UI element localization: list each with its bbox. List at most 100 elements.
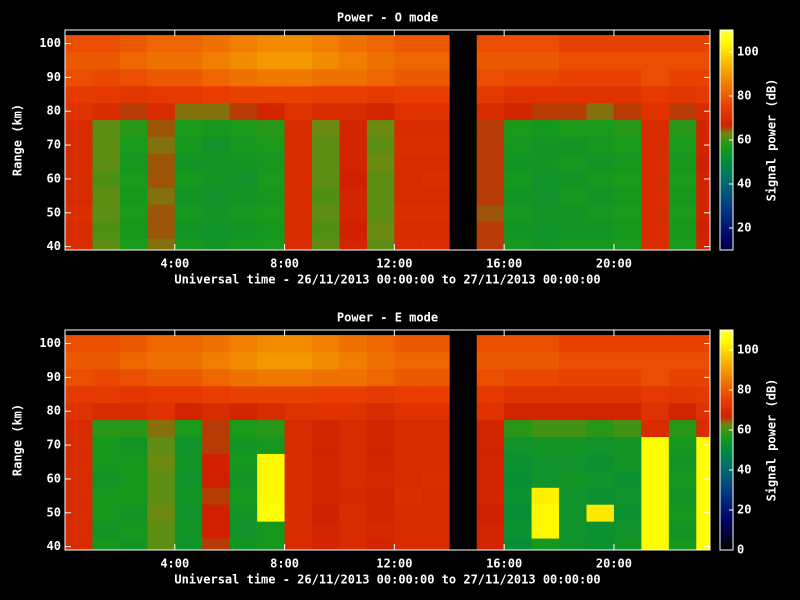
cell	[641, 436, 670, 454]
cell	[284, 352, 313, 370]
cell	[394, 521, 423, 539]
cell	[119, 85, 148, 104]
cell	[531, 521, 560, 539]
x-tick-label: 4:00	[160, 257, 189, 271]
cell	[476, 170, 505, 188]
cell	[559, 119, 587, 138]
colorbar-slice	[720, 198, 733, 201]
colorbar-slice	[720, 218, 733, 221]
colorbar-frame	[719, 329, 734, 551]
cell	[668, 102, 697, 121]
cell	[65, 385, 93, 404]
cell	[229, 68, 258, 87]
colorbar-slice	[720, 536, 733, 539]
cell	[229, 52, 258, 70]
cell	[394, 170, 423, 188]
cell	[202, 221, 231, 239]
cell	[366, 385, 395, 404]
cell	[613, 521, 642, 539]
cell	[559, 52, 587, 70]
cell	[174, 470, 203, 488]
cell	[147, 85, 176, 104]
cell	[613, 85, 642, 104]
cell	[257, 504, 285, 522]
cell	[504, 136, 532, 154]
cell	[504, 470, 532, 488]
cell	[147, 204, 176, 222]
colorbar-tick-label: 40	[737, 177, 751, 191]
cell	[668, 436, 697, 454]
colorbar-slice	[720, 66, 733, 69]
cell	[559, 136, 587, 154]
cell	[339, 136, 368, 154]
cell	[476, 35, 505, 53]
cell	[312, 470, 340, 488]
cell	[394, 538, 423, 550]
cell	[504, 85, 532, 104]
cell	[421, 368, 450, 387]
cell	[559, 385, 587, 404]
cell	[312, 419, 340, 438]
y-tick-label: 40	[47, 539, 61, 553]
cell	[613, 238, 642, 250]
colorbar-slice	[720, 496, 733, 499]
cell	[476, 102, 505, 121]
colorbar-slice	[720, 434, 733, 437]
colorbar-slice	[720, 332, 733, 335]
colorbar-slice	[720, 344, 733, 347]
cell	[202, 85, 231, 104]
cell	[421, 504, 450, 522]
cell	[641, 187, 670, 205]
colorbar-slice	[720, 130, 733, 133]
cell	[229, 35, 258, 53]
colorbar-slice	[720, 510, 733, 513]
cell	[202, 136, 231, 154]
colorbar-slice	[720, 226, 733, 229]
cell	[92, 436, 121, 454]
cell	[613, 335, 642, 353]
cell	[613, 487, 642, 505]
cell	[257, 368, 285, 387]
colorbar-slice	[720, 238, 733, 241]
cell	[119, 487, 148, 505]
cell	[668, 504, 697, 522]
cells	[65, 35, 710, 250]
title: Power - E mode	[337, 311, 438, 325]
colorbar-slice	[720, 488, 733, 491]
cell	[421, 238, 450, 250]
cell	[613, 187, 642, 205]
cell	[531, 335, 560, 353]
colorbar-slice	[720, 354, 733, 357]
cell	[641, 385, 670, 404]
cell	[312, 335, 340, 353]
cell	[476, 521, 505, 539]
colorbar-slice	[720, 90, 733, 93]
cell	[586, 68, 615, 87]
colorbar-slice	[720, 548, 733, 551]
cell	[366, 419, 395, 438]
cell	[257, 453, 285, 471]
cell	[92, 504, 121, 522]
cell	[284, 68, 313, 87]
colorbar-slice	[720, 474, 733, 477]
colorbar-slice	[720, 368, 733, 371]
colorbar-slice	[720, 348, 733, 351]
colorbar-slice	[720, 502, 733, 505]
colorbar-slice	[720, 50, 733, 53]
colorbar-slice	[720, 360, 733, 363]
cell	[92, 470, 121, 488]
cell	[421, 538, 450, 550]
cell	[257, 385, 285, 404]
cell	[147, 136, 176, 154]
colorbar-slice	[720, 240, 733, 243]
colorbar-slice	[720, 428, 733, 431]
cell	[421, 436, 450, 454]
cell	[613, 504, 642, 522]
cell	[641, 504, 670, 522]
cell	[586, 487, 615, 505]
cell	[257, 538, 285, 550]
colorbar-slice	[720, 352, 733, 355]
colorbar-slice	[720, 376, 733, 379]
colorbar-slice	[720, 60, 733, 63]
cell	[284, 170, 313, 188]
